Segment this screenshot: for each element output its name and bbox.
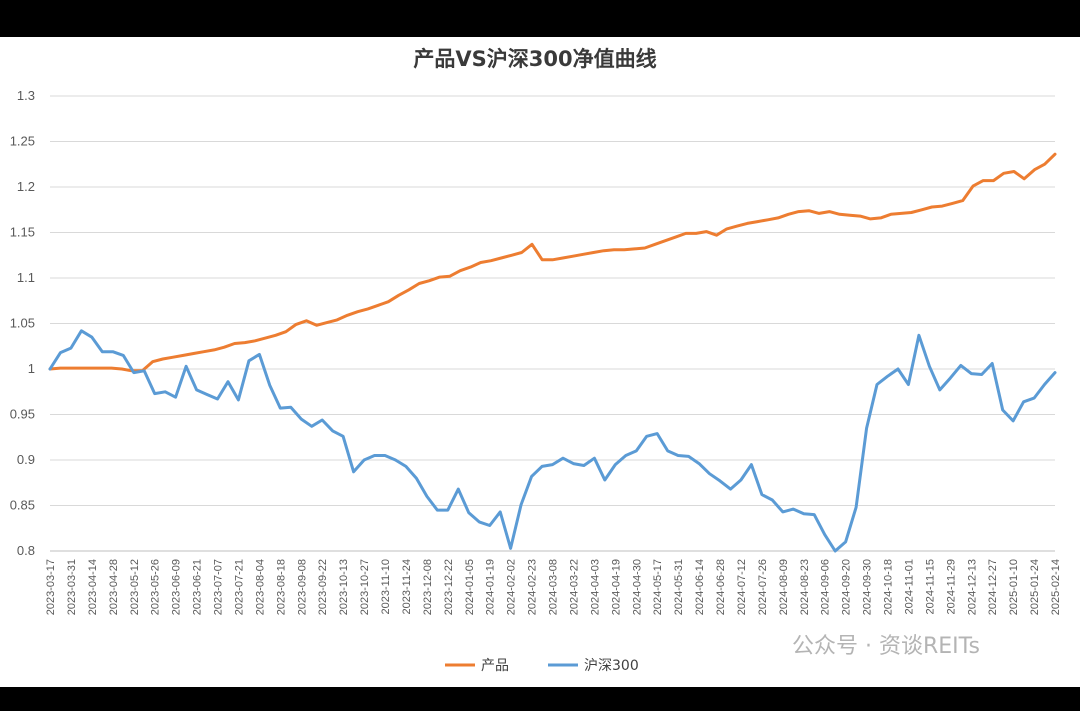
x-tick-label: 2023-04-14 — [87, 559, 99, 615]
y-tick-label: 1.25 — [10, 134, 35, 149]
legend-label-0: 产品 — [481, 658, 509, 674]
chart-title: 产品VS沪深300净值曲线 — [413, 47, 656, 71]
y-tick-label: 1.15 — [10, 225, 35, 240]
x-tick-label: 2024-04-19 — [610, 559, 622, 615]
y-tick-label: 1.2 — [17, 179, 35, 194]
x-tick-label: 2024-04-30 — [631, 559, 643, 615]
x-tick-label: 2024-11-15 — [924, 559, 936, 614]
x-tick-label: 2023-08-18 — [275, 559, 287, 615]
x-tick-label: 2024-04-03 — [589, 559, 601, 615]
x-tick-label: 2024-01-05 — [464, 559, 476, 615]
x-tick-label: 2023-12-08 — [422, 559, 434, 615]
x-tick-label: 2024-12-27 — [987, 559, 999, 615]
x-tick-label: 2024-09-30 — [862, 559, 874, 615]
y-tick-label: 1.1 — [17, 270, 35, 285]
x-tick-label: 2023-07-21 — [233, 559, 245, 615]
x-tick-label: 2023-07-07 — [213, 559, 225, 615]
x-tick-label: 2023-12-22 — [443, 559, 455, 615]
x-tick-label: 2023-10-27 — [359, 559, 371, 615]
legend-label-1: 沪深300 — [584, 658, 639, 674]
watermark-text: 公众号 · 资谈REITs — [792, 634, 980, 659]
x-tick-label: 2024-09-20 — [841, 559, 853, 615]
legend: 产品 沪深300 — [445, 658, 639, 674]
y-tick-label: 0.85 — [10, 498, 35, 513]
x-tick-label: 2024-07-12 — [736, 559, 748, 615]
x-tick-label: 2024-06-14 — [694, 559, 706, 615]
x-tick-label: 2024-08-23 — [799, 559, 811, 615]
x-tick-label: 2024-10-18 — [883, 559, 895, 615]
y-tick-label: 1.3 — [17, 88, 35, 103]
x-tick-label: 2023-06-09 — [171, 559, 183, 615]
x-tick-label: 2024-08-09 — [778, 559, 790, 615]
y-tick-label: 0.95 — [10, 407, 35, 422]
gridlines — [50, 95, 1055, 552]
x-tick-label: 2025-02-14 — [1050, 559, 1062, 615]
y-tick-label: 1.05 — [10, 316, 35, 331]
x-tick-label: 2023-03-17 — [45, 559, 57, 615]
x-tick-label: 2024-06-28 — [715, 559, 727, 615]
x-tick-label: 2024-05-31 — [673, 559, 685, 615]
x-tick-label: 2023-09-08 — [296, 559, 308, 615]
x-tick-label: 2025-01-10 — [1008, 559, 1020, 615]
line-chart: 产品VS沪深300净值曲线 0.8 0.85 0.9 0.95 1 1.05 1.1 1.15… — [10, 47, 1062, 674]
x-tick-label: 2024-03-08 — [548, 559, 560, 615]
series-lines — [48, 152, 1057, 553]
x-tick-label: 2023-11-24 — [401, 559, 413, 614]
x-tick-label: 2023-11-10 — [380, 559, 392, 614]
y-axis-ticks: 0.8 0.85 0.9 0.95 1 1.05 1.1 1.15 1.2 1.25 1.3 — [10, 88, 35, 558]
series-line-1 — [48, 329, 1057, 553]
x-tick-label: 2025-01-24 — [1029, 559, 1041, 615]
x-tick-label: 2023-09-22 — [317, 559, 329, 615]
series-line-0 — [48, 152, 1057, 373]
x-tick-label: 2024-07-26 — [757, 559, 769, 615]
x-tick-label: 2024-01-19 — [485, 559, 497, 615]
x-tick-label: 2023-04-28 — [108, 559, 120, 615]
x-tick-label: 2024-02-02 — [506, 559, 518, 615]
x-tick-label: 2024-09-06 — [820, 559, 832, 615]
x-tick-label: 2024-12-13 — [966, 559, 978, 615]
y-tick-label: 0.9 — [17, 452, 35, 467]
y-tick-label: 0.8 — [17, 543, 35, 558]
x-tick-label: 2023-10-13 — [338, 559, 350, 615]
y-tick-label: 1 — [28, 361, 35, 376]
x-tick-label: 2023-05-26 — [150, 559, 162, 615]
x-axis-ticks: 2023-03-17 2023-03-31 2023-04-14 2023-04-28… — [45, 559, 1062, 615]
x-tick-label: 2023-06-21 — [192, 559, 204, 615]
x-tick-label: 2024-03-22 — [568, 559, 580, 615]
x-tick-label: 2024-05-17 — [652, 559, 664, 615]
x-tick-label: 2023-05-12 — [129, 559, 141, 615]
x-tick-label: 2024-11-01 — [903, 559, 915, 614]
x-tick-label: 2024-02-23 — [527, 559, 539, 615]
chart-frame: 产品VS沪深300净值曲线 0.8 0.85 0.9 0.95 1 1.05 1.1 1.15… — [0, 37, 1080, 687]
x-tick-label: 2023-08-04 — [254, 559, 266, 615]
x-tick-label: 2024-11-29 — [945, 559, 957, 614]
x-tick-label: 2023-03-31 — [66, 559, 78, 615]
